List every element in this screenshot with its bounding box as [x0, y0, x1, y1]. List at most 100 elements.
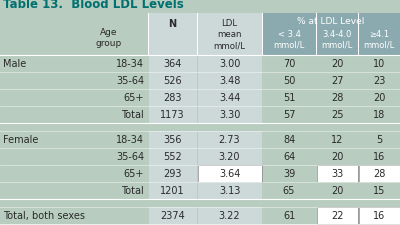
- Text: 5: 5: [376, 135, 382, 145]
- Text: 2374: 2374: [160, 211, 185, 220]
- Text: 15: 15: [373, 186, 385, 196]
- Text: 526: 526: [163, 76, 182, 86]
- Bar: [0, 199, 400, 207]
- Bar: [198, 107, 262, 123]
- Text: 57: 57: [283, 110, 295, 120]
- Text: 23: 23: [373, 76, 385, 86]
- Text: % at LDL Level: % at LDL Level: [297, 17, 365, 26]
- Bar: [316, 56, 358, 72]
- Text: 3.64: 3.64: [219, 169, 240, 179]
- Bar: [0, 73, 70, 89]
- Text: 356: 356: [163, 135, 182, 145]
- Bar: [198, 14, 262, 56]
- Bar: [358, 73, 400, 89]
- Text: 3.20: 3.20: [219, 152, 240, 162]
- Bar: [0, 182, 70, 199]
- Bar: [0, 90, 70, 106]
- Text: 3.44: 3.44: [219, 93, 240, 103]
- Bar: [316, 14, 358, 56]
- Bar: [70, 149, 148, 165]
- Text: N: N: [168, 19, 176, 29]
- Bar: [316, 166, 358, 182]
- Bar: [316, 107, 358, 123]
- Text: Table 13.  Blood LDL Levels: Table 13. Blood LDL Levels: [3, 0, 184, 11]
- Text: 28: 28: [373, 169, 385, 179]
- Text: 65: 65: [283, 186, 295, 196]
- Bar: [198, 207, 262, 224]
- Bar: [316, 90, 358, 106]
- Text: Total, both sexes: Total, both sexes: [3, 211, 85, 220]
- Text: 3.48: 3.48: [219, 76, 240, 86]
- Bar: [70, 90, 148, 106]
- Text: 25: 25: [331, 110, 343, 120]
- Bar: [148, 182, 196, 199]
- Text: Total: Total: [121, 110, 144, 120]
- Bar: [198, 90, 262, 106]
- Text: 64: 64: [283, 152, 295, 162]
- Text: 1201: 1201: [160, 186, 185, 196]
- Bar: [358, 207, 400, 224]
- Bar: [0, 14, 70, 56]
- Bar: [358, 90, 400, 106]
- Bar: [262, 56, 316, 72]
- Bar: [316, 166, 358, 182]
- Text: 283: 283: [163, 93, 182, 103]
- Bar: [358, 182, 400, 199]
- Text: 20: 20: [331, 186, 343, 196]
- Text: 28: 28: [331, 93, 343, 103]
- Text: 18-34: 18-34: [116, 59, 144, 69]
- Text: 3.00: 3.00: [219, 59, 240, 69]
- Text: 2.73: 2.73: [219, 135, 240, 145]
- Bar: [316, 149, 358, 165]
- Bar: [262, 132, 316, 148]
- Bar: [0, 207, 70, 224]
- Bar: [197, 14, 262, 56]
- Bar: [148, 132, 196, 148]
- Text: 35-64: 35-64: [116, 152, 144, 162]
- Bar: [198, 149, 262, 165]
- Bar: [0, 132, 70, 148]
- Bar: [0, 56, 70, 72]
- Bar: [70, 182, 148, 199]
- Bar: [358, 149, 400, 165]
- Text: ≥4.1
mmol/L: ≥4.1 mmol/L: [363, 30, 395, 50]
- Bar: [316, 207, 358, 224]
- Bar: [0, 107, 70, 123]
- Bar: [148, 14, 197, 56]
- Bar: [262, 14, 316, 56]
- Text: Male: Male: [3, 59, 26, 69]
- Text: 18: 18: [373, 110, 385, 120]
- Bar: [148, 207, 196, 224]
- Text: 65+: 65+: [124, 169, 144, 179]
- Text: 1173: 1173: [160, 110, 185, 120]
- Text: 293: 293: [163, 169, 182, 179]
- Bar: [262, 90, 316, 106]
- Bar: [358, 14, 400, 56]
- Text: 65+: 65+: [124, 93, 144, 103]
- Bar: [262, 166, 316, 182]
- Text: 10: 10: [373, 59, 385, 69]
- Text: 3.13: 3.13: [219, 186, 240, 196]
- Bar: [316, 73, 358, 89]
- Bar: [148, 166, 196, 182]
- Bar: [148, 73, 196, 89]
- Bar: [70, 207, 148, 224]
- Bar: [358, 166, 400, 182]
- Bar: [358, 166, 400, 182]
- Bar: [70, 14, 148, 56]
- Bar: [358, 132, 400, 148]
- Bar: [198, 182, 262, 199]
- Bar: [148, 149, 196, 165]
- Bar: [0, 14, 70, 56]
- Bar: [358, 56, 400, 72]
- Text: 16: 16: [373, 152, 385, 162]
- Bar: [262, 182, 316, 199]
- Bar: [262, 207, 316, 224]
- Bar: [198, 56, 262, 72]
- Bar: [316, 14, 358, 56]
- Text: 51: 51: [283, 93, 295, 103]
- Text: LDL
mean
mmol/L: LDL mean mmol/L: [214, 19, 246, 50]
- Bar: [148, 107, 196, 123]
- Text: 50: 50: [283, 76, 295, 86]
- Bar: [0, 149, 70, 165]
